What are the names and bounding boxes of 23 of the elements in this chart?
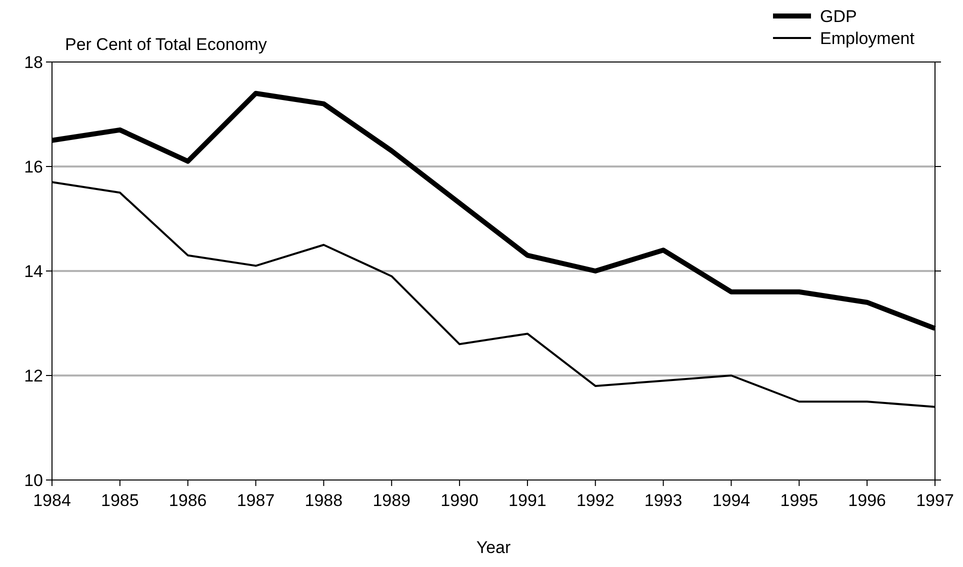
y-tick-label: 12 (24, 366, 43, 386)
x-tick-label: 1986 (168, 491, 207, 510)
legend-label: Employment (820, 28, 915, 48)
x-tick-label: 1994 (712, 491, 750, 510)
x-tick-label: 1996 (848, 491, 886, 510)
x-tick-label: 1987 (236, 491, 275, 510)
y-tick-label: 16 (24, 157, 43, 176)
x-tick-label: 1991 (508, 491, 546, 510)
x-tick-label: 1988 (304, 491, 343, 510)
x-tick-label: 1984 (33, 491, 71, 510)
y-tick-label: 18 (24, 52, 43, 72)
y-tick-label: 14 (24, 262, 43, 281)
x-tick-label: 1985 (101, 491, 139, 510)
x-axis-title: Year (476, 538, 512, 557)
legend-label: GDP (820, 6, 857, 26)
y-tick-label: 10 (24, 470, 43, 490)
x-tick-label: 1993 (644, 491, 682, 510)
x-tick-label: 1992 (576, 491, 614, 510)
y-axis-title: Per Cent of Total Economy (65, 35, 268, 54)
x-tick-label: 1990 (440, 491, 478, 510)
x-tick-label: 1997 (916, 491, 954, 510)
x-tick-label: 1995 (780, 491, 818, 510)
x-tick-label: 1989 (372, 491, 411, 510)
